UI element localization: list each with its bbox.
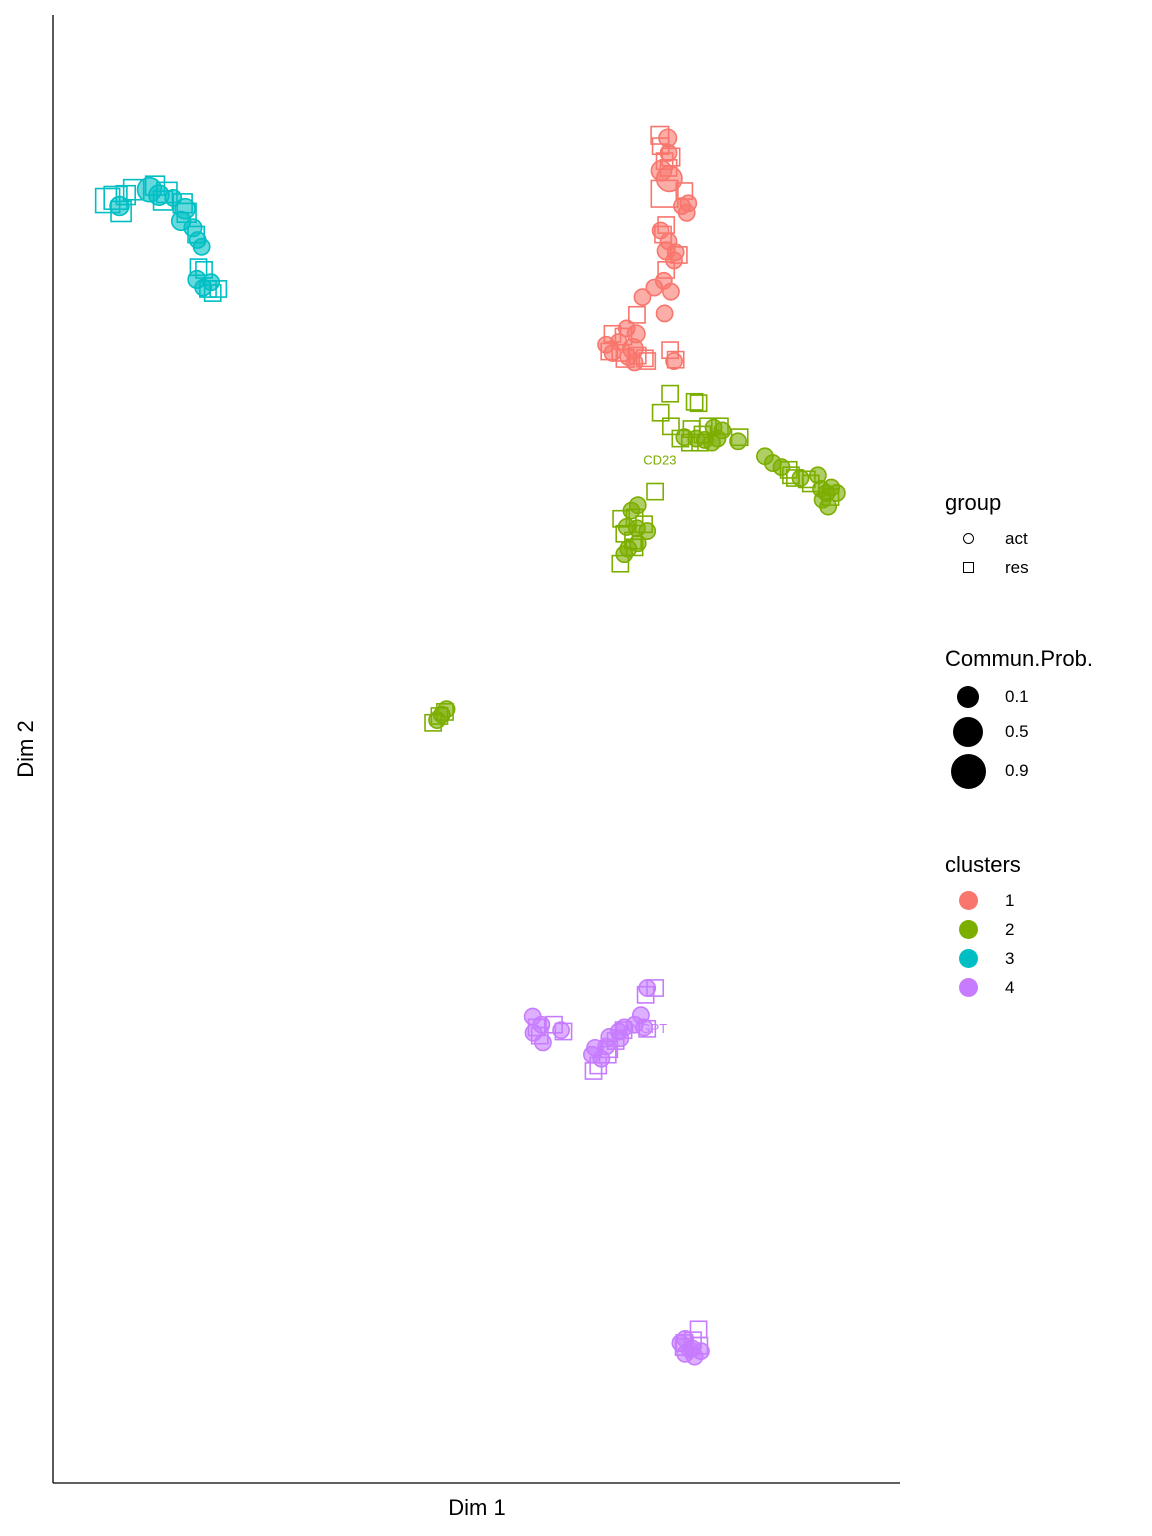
circle-shape-icon [962,533,974,544]
legend-label: res [1005,557,1029,577]
scatter-point [685,392,704,411]
scatter-point [554,1022,573,1041]
scatter-point [430,707,449,725]
legend-item-prob-0.9: 0.9 [945,750,1093,792]
cluster-color-icon [958,949,978,968]
legend-label: 2 [1005,919,1015,939]
legend-item-cluster-1: 1 [945,886,1021,915]
scatter-point [583,1045,601,1064]
scatter-point [729,432,747,451]
size-dot-icon [953,717,983,747]
scatter-point [638,352,657,370]
scatter-point [662,417,680,436]
scatter-point [650,179,679,208]
legend-label: act [1005,528,1028,548]
legend-group: group act res [945,490,1029,582]
legend-clusters-title: clusters [945,852,1021,877]
scatter-point [625,538,644,557]
scatter-point [437,700,456,719]
legend-item-prob-0.1: 0.1 [945,680,1093,714]
cluster-color-icon [958,920,978,939]
scatter-point [680,1340,699,1359]
scatter-point [708,429,727,448]
legend-item-cluster-4: 4 [945,973,1021,1002]
scatter-point [633,288,652,307]
scatter-point [628,305,646,324]
legend-group-title: group [945,490,1002,515]
point-annotation-label: CD23 [643,452,676,467]
legend-item-cluster-2: 2 [945,915,1021,944]
legend-prob-title: Commun.Prob. [945,646,1093,671]
scatter-point [615,545,634,564]
legend-label: 1 [1005,890,1015,910]
square-shape-icon [962,562,974,573]
scatter-point [194,278,213,297]
legend-label: 0.5 [1005,722,1029,741]
scatter-point [689,394,708,413]
scatter-point [687,429,706,448]
scatter-point [619,348,638,366]
scatter-point [677,203,696,222]
scatter-point [646,482,665,501]
legend-prob: Commun.Prob. 0.1 0.5 0.9 [945,646,1093,792]
legend-item-res: res [945,553,1029,582]
scatter-point [791,469,810,487]
size-dot-icon [957,686,979,708]
legend-item-act: act [945,524,1029,553]
scatter-point [661,384,680,403]
legend-clusters: clusters 1 2 3 4 [945,852,1021,1002]
point-annotation-label: ANGPT [622,1021,667,1036]
y-axis-title: Dim 2 [13,720,38,777]
legend-item-prob-0.5: 0.5 [945,714,1093,750]
x-axis-title: Dim 1 [448,1495,505,1520]
points-layer [94,125,846,1366]
scatter-point [645,278,664,297]
legend-label: 4 [1005,977,1015,997]
legend-label: 3 [1005,948,1015,968]
scatter-point [819,497,838,516]
scatter-point [636,985,655,1004]
scatter-point [666,350,685,369]
scatter-point [638,522,657,540]
legend-item-cluster-3: 3 [945,944,1021,973]
annotations-layer: CD23 ANGPT [622,452,676,1035]
scatter-point [662,282,680,301]
scatter-point [665,352,683,370]
legend-label: 0.9 [1005,761,1029,780]
scatter-point [655,304,674,323]
cluster-color-icon [958,891,978,910]
scatter-point [635,1018,653,1037]
scatter-point [115,184,137,206]
scatter-point [192,237,211,256]
scatter-point [584,1062,603,1080]
legend-label: 0.1 [1005,687,1029,706]
size-dot-icon [950,753,986,789]
scatter-point [651,403,670,422]
scatter-point [552,1021,571,1040]
scatter-point [646,979,665,997]
scatter-point [534,1033,552,1052]
cluster-color-icon [958,978,978,997]
scatter-point [110,200,132,223]
scatter-point [611,554,630,573]
